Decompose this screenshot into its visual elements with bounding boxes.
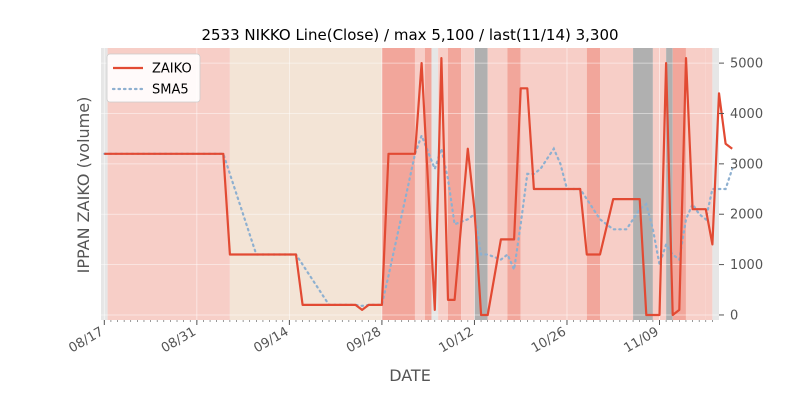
day-band [600,48,634,320]
plot-area [101,48,734,320]
legend-sma5-label: SMA5 [152,83,189,98]
background-bands [101,48,719,320]
day-band [633,48,653,320]
x-tick-label: 11/09 [622,324,662,356]
legend-zaiko-label: ZAIKO [152,62,192,77]
y-tick-label: 2000 [730,208,763,223]
day-band [295,48,382,320]
y-tick-label: 1000 [730,258,763,273]
day-band [705,48,713,320]
day-band [431,48,439,320]
x-tick-label: 10/12 [436,324,476,356]
day-band [229,48,296,320]
y-axis-label: IPPAN ZAIKO (volume) [74,97,93,274]
x-tick-label: 09/28 [344,324,384,356]
x-axis: 08/17 08/31 09/14 09/28 10/12 10/26 11/09 [66,320,713,356]
grid [101,48,719,320]
day-band [438,48,449,320]
zaiko-line [104,57,733,317]
y-tick-label: 0 [730,308,738,323]
day-band [672,48,686,320]
day-band [507,48,521,320]
y-tick-label: 3000 [730,157,763,172]
legend: ZAIKO SMA5 [106,53,201,103]
y-tick-label: 5000 [730,57,763,72]
day-band [474,48,488,320]
y-axis: 0 1000 2000 3000 4000 5000 [719,57,763,323]
series [103,57,734,317]
x-tick-label: 08/31 [159,324,199,356]
day-band [520,48,587,320]
x-axis-label: DATE [389,366,431,385]
y-tick-label: 4000 [730,107,763,122]
x-tick-label: 08/17 [66,324,106,356]
chart-title: 2533 NIKKO Line(Close) / max 5,100 / las… [201,26,618,44]
day-band [685,48,706,320]
day-band [414,48,425,320]
day-band [586,48,601,320]
x-tick-label: 09/14 [251,324,291,356]
day-band [487,48,508,320]
day-band [461,48,475,320]
day-band [448,48,462,320]
x-tick-label: 10/26 [529,324,569,356]
